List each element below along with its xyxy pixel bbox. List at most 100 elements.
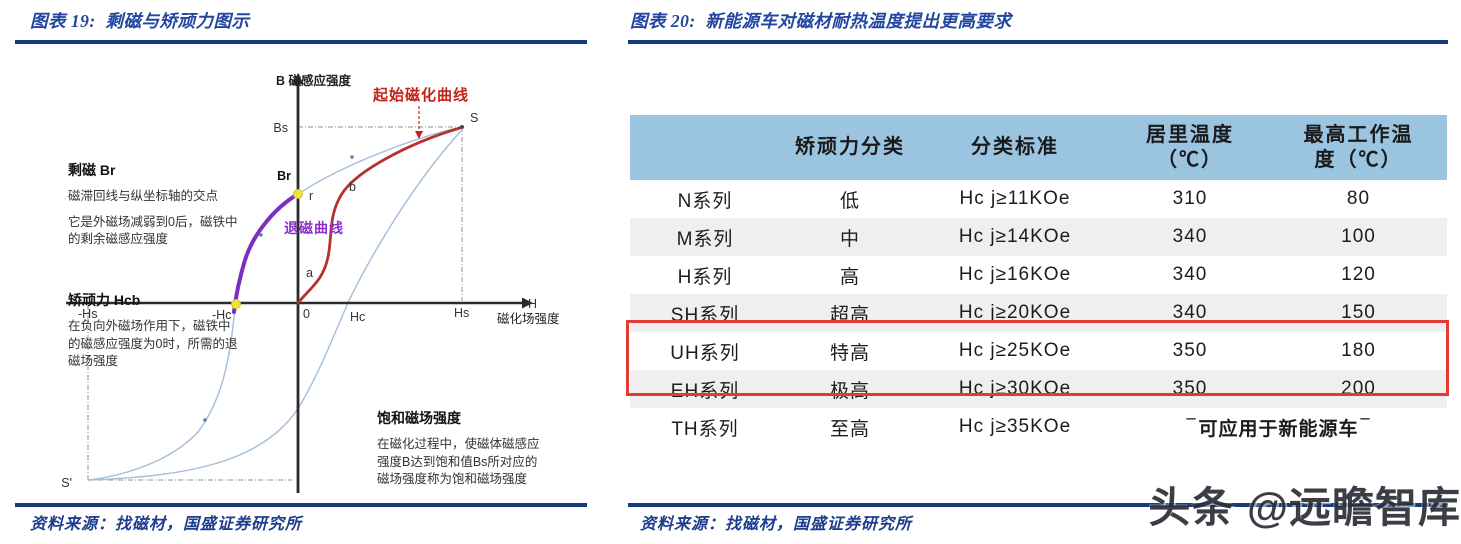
cell-standard: Hc j≥25KOe xyxy=(958,340,1072,361)
hc-label: Hc xyxy=(350,310,365,324)
cell-level: 极高 xyxy=(780,370,920,408)
zero-label: 0 xyxy=(303,307,310,321)
s-prime-label: S' xyxy=(61,476,72,490)
table-header-row: 矫顽力分类 分类标准 居里温度 （℃） 最高工作温 度（℃） xyxy=(630,115,1447,180)
cell-max-temp: 200 xyxy=(1270,370,1447,408)
cell-standard: Hc j≥35KOe xyxy=(958,416,1072,437)
curve-marker-dot xyxy=(203,418,207,422)
cell-standard: Hc j≥11KOe xyxy=(959,188,1071,209)
table-row-m: M系列 中 Hc j≥14KOe 340 100 xyxy=(630,218,1447,256)
initial-curve-pointer-arrow-icon xyxy=(415,131,423,139)
saturation-annotation-title: 饱和磁场强度 xyxy=(377,410,461,426)
cell-standard: Hc j≥20KOe xyxy=(920,294,1110,332)
toutiao-watermark: 头条 @远瞻智库 xyxy=(1148,484,1461,531)
r-label: r xyxy=(309,189,313,203)
cell-curie: 350 xyxy=(1110,370,1270,408)
nev-applicable-note: ¯ 可应用于新能源车 ¯ xyxy=(1110,408,1447,446)
table-row-sh: SH系列 超高 Hc j≥20KOe 340 150 xyxy=(630,294,1447,332)
header-coercivity-class: 矫顽力分类 xyxy=(780,115,920,180)
cell-max-temp: 180 xyxy=(1341,340,1376,361)
x-axis-title: H xyxy=(528,297,537,311)
title-rule xyxy=(15,40,587,44)
source-rule xyxy=(15,503,587,507)
hysteresis-loop-lower-left-curve xyxy=(89,307,236,481)
initial-magnetization-curve xyxy=(296,126,462,305)
cell-level: 超高 xyxy=(780,294,920,332)
cell-max-temp: 150 xyxy=(1270,294,1447,332)
figure-19-label: 图表 19: xyxy=(30,11,96,31)
table-row-h: H系列 高 Hc j≥16KOe 340 120 xyxy=(630,256,1447,294)
note-left-tick: ¯ xyxy=(1186,415,1197,436)
coercivity-point xyxy=(231,299,241,309)
magnet-grade-table: 矫顽力分类 分类标准 居里温度 （℃） 最高工作温 度（℃） N系列 低 Hc … xyxy=(630,115,1447,446)
y-axis-arrow-icon xyxy=(292,73,304,84)
hysteresis-loop-ascending-curve xyxy=(89,129,463,481)
x-axis-subtitle: 磁化场强度 xyxy=(497,311,560,326)
br-label: Br xyxy=(277,169,291,183)
saturation-annotation-body: 在磁化过程中，使磁体磁感应 强度B达到饱和值Bs所对应的 磁场强度称为饱和磁场强… xyxy=(377,437,540,486)
source-rule xyxy=(628,503,1448,507)
figure-19-caption: 剩磁与矫顽力图示 xyxy=(105,11,250,31)
remanence-annotation: 剩磁 Br 磁滞回线与纵坐标轴的交点 它是外磁场减弱到0后，磁铁中 的剩余磁感应… xyxy=(68,160,278,249)
cell-curie: 340 xyxy=(1110,294,1270,332)
cell-standard: Hc j≥30KOe xyxy=(920,370,1110,408)
header-standard: 分类标准 xyxy=(920,115,1110,180)
hysteresis-diagram: 起始磁化曲线 退磁曲线 B 磁感应强度 Bs Br r S S' a b 0 xyxy=(0,60,610,497)
neg-hc-label: -Hc xyxy=(212,308,231,322)
remanence-annotation-line1: 磁滞回线与纵坐标轴的交点 xyxy=(68,189,219,203)
cell-series: UH系列 xyxy=(670,342,740,364)
note-right-tick: ¯ xyxy=(1360,415,1371,436)
table-row-uh: UH系列 特高 Hc j≥25KOe 350 180 xyxy=(630,332,1447,370)
figure-19-panel: 图表 19: 剩磁与矫顽力图示 xyxy=(15,0,587,544)
cell-curie: 340 xyxy=(1172,264,1208,285)
header-max-work-temp: 最高工作温 度（℃） xyxy=(1270,115,1447,180)
s-label: S xyxy=(470,111,478,125)
cell-curie: 310 xyxy=(1172,188,1208,209)
curve-marker-dot xyxy=(350,155,354,159)
cell-series: N系列 xyxy=(677,190,733,212)
cell-series: TH系列 xyxy=(671,418,739,440)
neg-hs-label: -Hs xyxy=(78,307,97,321)
cell-level: 中 xyxy=(780,218,920,256)
demag-curve-label: 退磁曲线 xyxy=(284,220,344,236)
figure-20-source: 资料来源：找磁材，国盛证券研究所 xyxy=(640,516,913,533)
cell-curie: 350 xyxy=(1172,340,1208,361)
figure-19-source: 资料来源：找磁材，国盛证券研究所 xyxy=(30,516,303,533)
coercivity-annotation-title: 矫顽力 Hcb xyxy=(68,292,141,308)
initial-curve-label: 起始磁化曲线 xyxy=(372,86,469,104)
b-label: b xyxy=(349,180,356,194)
hysteresis-plot: 起始磁化曲线 退磁曲线 B 磁感应强度 Bs Br r S S' a b 0 xyxy=(61,73,560,493)
header-curie-temp: 居里温度 （℃） xyxy=(1110,115,1270,180)
coercivity-annotation-body: 在负向外磁场作用下，磁铁中 的磁感应强度为0时，所需的退 磁场强度 xyxy=(68,319,238,368)
cell-series: EH系列 xyxy=(630,370,780,408)
demagnetization-curve xyxy=(232,192,300,314)
magnet-grade-table-wrapper: 矫顽力分类 分类标准 居里温度 （℃） 最高工作温 度（℃） N系列 低 Hc … xyxy=(626,115,1449,446)
figure-20-title: 图表 20: 新能源车对磁材耐热温度提出更高要求 xyxy=(630,8,1011,33)
cell-standard: Hc j≥14KOe xyxy=(920,218,1110,256)
remanence-annotation-title: 剩磁 Br xyxy=(68,162,116,178)
coercivity-annotation: 矫顽力 Hcb 在负向外磁场作用下，磁铁中 的磁感应强度为0时，所需的退 磁场强… xyxy=(68,290,278,371)
cell-series: SH系列 xyxy=(630,294,780,332)
cell-curie: 340 xyxy=(1110,218,1270,256)
figure-20-panel: 图表 20: 新能源车对磁材耐热温度提出更高要求 矫顽力分类 分类标准 居里温度… xyxy=(626,0,1449,544)
x-axis-arrow-icon xyxy=(522,297,533,309)
table-row-eh: EH系列 极高 Hc j≥30KOe 350 200 xyxy=(630,370,1447,408)
figure-20-caption: 新能源车对磁材耐热温度提出更高要求 xyxy=(705,11,1012,31)
a-label: a xyxy=(306,266,313,280)
cell-level: 高 xyxy=(839,266,860,288)
cell-series: M系列 xyxy=(630,218,780,256)
title-rule xyxy=(628,40,1448,44)
cell-level: 特高 xyxy=(829,342,870,364)
remanence-point xyxy=(293,189,303,199)
cell-series: H系列 xyxy=(677,266,733,288)
cell-level: 低 xyxy=(839,190,860,212)
table-row-n: N系列 低 Hc j≥11KOe 310 80 xyxy=(630,180,1447,218)
cell-max-temp: 100 xyxy=(1270,218,1447,256)
curve-marker-dot xyxy=(259,233,263,237)
note-text: 可应用于新能源车 xyxy=(1198,418,1359,440)
cell-standard: Hc j≥16KOe xyxy=(958,264,1072,285)
saturation-point xyxy=(460,125,464,129)
figure-20-label: 图表 20: xyxy=(630,11,696,31)
cell-level: 至高 xyxy=(829,418,870,440)
